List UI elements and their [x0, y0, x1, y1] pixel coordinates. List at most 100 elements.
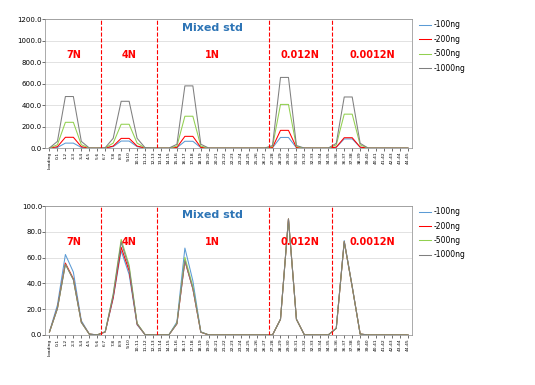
-100ng: [262, 146, 268, 151]
-500ng: [221, 146, 228, 151]
-100ng: [134, 323, 140, 327]
Text: 0.0012N: 0.0012N: [349, 237, 395, 247]
-500ng: [46, 146, 52, 151]
-200ng: [238, 333, 244, 337]
-200ng: [397, 146, 403, 151]
-100ng: [230, 146, 236, 151]
-1000ng: [373, 146, 379, 151]
-500ng: [70, 120, 77, 125]
-500ng: [246, 146, 252, 151]
-200ng: [174, 145, 180, 150]
-100ng: [333, 145, 340, 149]
-500ng: [277, 102, 284, 107]
-500ng: [142, 332, 148, 337]
-1000ng: [349, 95, 355, 99]
-100ng: [269, 333, 276, 337]
-100ng: [246, 333, 252, 337]
-1000ng: [230, 146, 236, 151]
-500ng: [205, 333, 212, 337]
-200ng: [142, 146, 148, 150]
-200ng: [373, 333, 379, 337]
-1000ng: [70, 278, 77, 282]
-1000ng: [158, 146, 164, 151]
Text: Mixed std: Mixed std: [182, 210, 243, 220]
-100ng: [293, 146, 300, 150]
-100ng: [70, 270, 77, 275]
-1000ng: [277, 317, 284, 321]
-500ng: [309, 146, 316, 151]
-100ng: [86, 146, 93, 151]
-100ng: [78, 318, 85, 323]
-1000ng: [86, 332, 93, 336]
-500ng: [397, 333, 403, 337]
-1000ng: [405, 333, 411, 337]
-100ng: [325, 146, 332, 151]
-1000ng: [62, 94, 68, 99]
-100ng: [150, 333, 156, 337]
Text: 1N: 1N: [205, 237, 220, 247]
-200ng: [118, 245, 124, 249]
-1000ng: [182, 84, 188, 88]
-1000ng: [254, 333, 260, 337]
-500ng: [365, 333, 371, 337]
-200ng: [150, 333, 156, 337]
-100ng: [349, 137, 355, 141]
-1000ng: [277, 75, 284, 80]
-500ng: [118, 122, 124, 127]
-200ng: [102, 146, 109, 150]
-1000ng: [197, 142, 204, 147]
-200ng: [365, 333, 371, 337]
-1000ng: [293, 317, 300, 321]
-100ng: [197, 146, 204, 150]
-1000ng: [86, 146, 93, 150]
-200ng: [54, 306, 60, 310]
-100ng: [341, 137, 347, 141]
-1000ng: [118, 99, 124, 104]
-100ng: [405, 333, 411, 337]
-200ng: [317, 146, 324, 151]
-200ng: [62, 261, 68, 265]
Line: -1000ng: -1000ng: [49, 219, 408, 335]
-1000ng: [142, 146, 148, 150]
-100ng: [213, 146, 220, 151]
-200ng: [110, 144, 117, 148]
-1000ng: [70, 94, 77, 99]
-200ng: [134, 144, 140, 148]
-200ng: [213, 333, 220, 337]
-1000ng: [325, 333, 332, 337]
-500ng: [341, 112, 347, 117]
-1000ng: [262, 146, 268, 151]
Line: -200ng: -200ng: [49, 219, 408, 335]
-100ng: [205, 146, 212, 151]
-500ng: [197, 144, 204, 149]
-500ng: [62, 262, 68, 266]
-500ng: [317, 146, 324, 151]
-500ng: [405, 146, 411, 151]
-500ng: [166, 146, 172, 151]
-1000ng: [285, 217, 292, 221]
-100ng: [373, 146, 379, 151]
-1000ng: [110, 136, 117, 141]
-200ng: [333, 145, 340, 149]
-1000ng: [166, 333, 172, 337]
-100ng: [158, 333, 164, 337]
-100ng: [166, 333, 172, 337]
-200ng: [118, 136, 124, 141]
-100ng: [262, 333, 268, 337]
-100ng: [254, 146, 260, 151]
-100ng: [182, 246, 188, 250]
-500ng: [397, 146, 403, 151]
-200ng: [78, 144, 85, 149]
-500ng: [254, 333, 260, 337]
Line: -100ng: -100ng: [49, 219, 408, 335]
-500ng: [238, 333, 244, 337]
-1000ng: [365, 333, 371, 337]
-100ng: [86, 332, 93, 336]
-1000ng: [269, 143, 276, 148]
-100ng: [126, 139, 132, 143]
-500ng: [373, 146, 379, 151]
-500ng: [341, 239, 347, 244]
-500ng: [142, 146, 148, 150]
-500ng: [333, 142, 340, 147]
-1000ng: [301, 333, 308, 337]
